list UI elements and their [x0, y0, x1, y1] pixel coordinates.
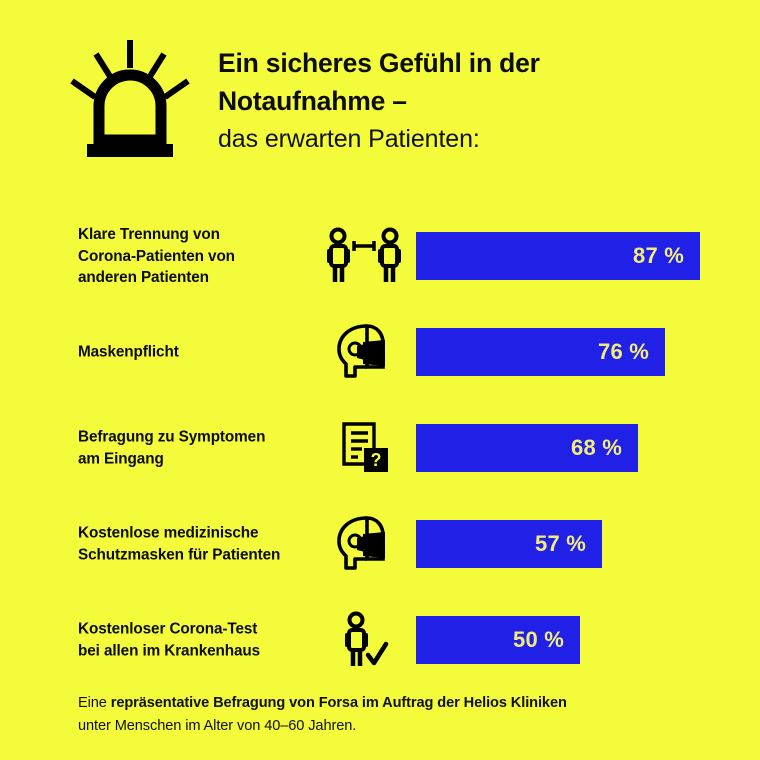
chart-row: Kostenloser Corona-Test bei allen im Kra… [0, 592, 760, 688]
bar-fill: 57 % [416, 520, 602, 568]
bar-fill: 50 % [416, 616, 580, 664]
row-label-line: am Eingang [78, 450, 164, 467]
two-people-distance-icon [322, 225, 406, 287]
row-label-line: Corona-Patienten von [78, 247, 235, 265]
header: Ein sicheres Gefühl in der Notaufnahme –… [0, 0, 760, 190]
footer-line-1: Eine repräsentative Befragung von Forsa … [78, 692, 718, 715]
row-label-line: Schutzmasken für Patienten [78, 546, 281, 563]
head-with-mask-icon [322, 513, 406, 575]
bar-track: 50 % [416, 616, 760, 664]
row-label-line: Befragung zu Symptomen [78, 428, 266, 446]
footer-line-2: unter Menschen im Alter von 40–60 Jahren… [78, 717, 357, 734]
bar-value-label: 50 % [513, 627, 564, 652]
row-label-line: Kostenlose medizinische [78, 524, 259, 542]
bar-value-label: 76 % [598, 339, 649, 364]
emergency-siren-icon [68, 36, 192, 160]
chart-row: Kostenlose medizinische Schutzmasken für… [0, 496, 760, 592]
bar-fill: 68 % [416, 424, 638, 472]
row-label: Klare Trennung von Corona-Patienten von … [78, 224, 328, 289]
row-label: Kostenloser Corona-Test bei allen im Kra… [78, 619, 328, 662]
bar-fill: 87 % [416, 232, 700, 280]
bar-track: 76 % [416, 328, 760, 376]
row-label-line: anderen Patienten [78, 268, 209, 286]
row-label-line: bei allen im Krankenhaus [78, 642, 261, 659]
row-label-line: Maskenpflicht [78, 343, 179, 361]
bar-value-label: 57 % [535, 531, 586, 556]
head-with-mask-icon [322, 321, 406, 383]
footer-source-note: Eine repräsentative Befragung von Forsa … [78, 692, 718, 737]
person-with-check-icon [322, 609, 406, 671]
bar-track: 68 % [416, 424, 760, 472]
chart-row: Klare Trennung von Corona-Patienten von … [0, 208, 760, 304]
chart-row: Befragung zu Symptomen am Eingang ? 68 % [0, 400, 760, 496]
bar-value-label: 87 % [633, 243, 684, 268]
footer-emphasis: repräsentative Befragung von Forsa im Au… [110, 695, 567, 711]
bar-fill: 76 % [416, 328, 665, 376]
page-subtitle: das erwarten Patienten: [218, 125, 480, 153]
page-title-line-1: Ein sicheres Gefühl in der [218, 48, 540, 78]
questionnaire-clipboard-icon: ? [322, 417, 406, 479]
bar-track: 57 % [416, 520, 760, 568]
row-label: Befragung zu Symptomen am Eingang [78, 427, 328, 470]
bar-chart: Klare Trennung von Corona-Patienten von … [0, 208, 760, 688]
bar-track: 87 % [416, 232, 760, 280]
svg-text:?: ? [371, 450, 382, 470]
chart-row: Maskenpflicht 76 % [0, 304, 760, 400]
footer-prefix: Eine [78, 695, 111, 711]
row-label: Kostenlose medizinische Schutzmasken für… [78, 523, 328, 566]
row-label: Maskenpflicht [78, 341, 328, 363]
row-label-line: Kostenloser Corona-Test [78, 620, 258, 638]
page-title-line-2: Notaufnahme – [218, 86, 407, 116]
row-label-line: Klare Trennung von [78, 225, 220, 243]
bar-value-label: 68 % [571, 435, 622, 460]
header-text-block: Ein sicheres Gefühl in der Notaufnahme –… [218, 44, 738, 158]
